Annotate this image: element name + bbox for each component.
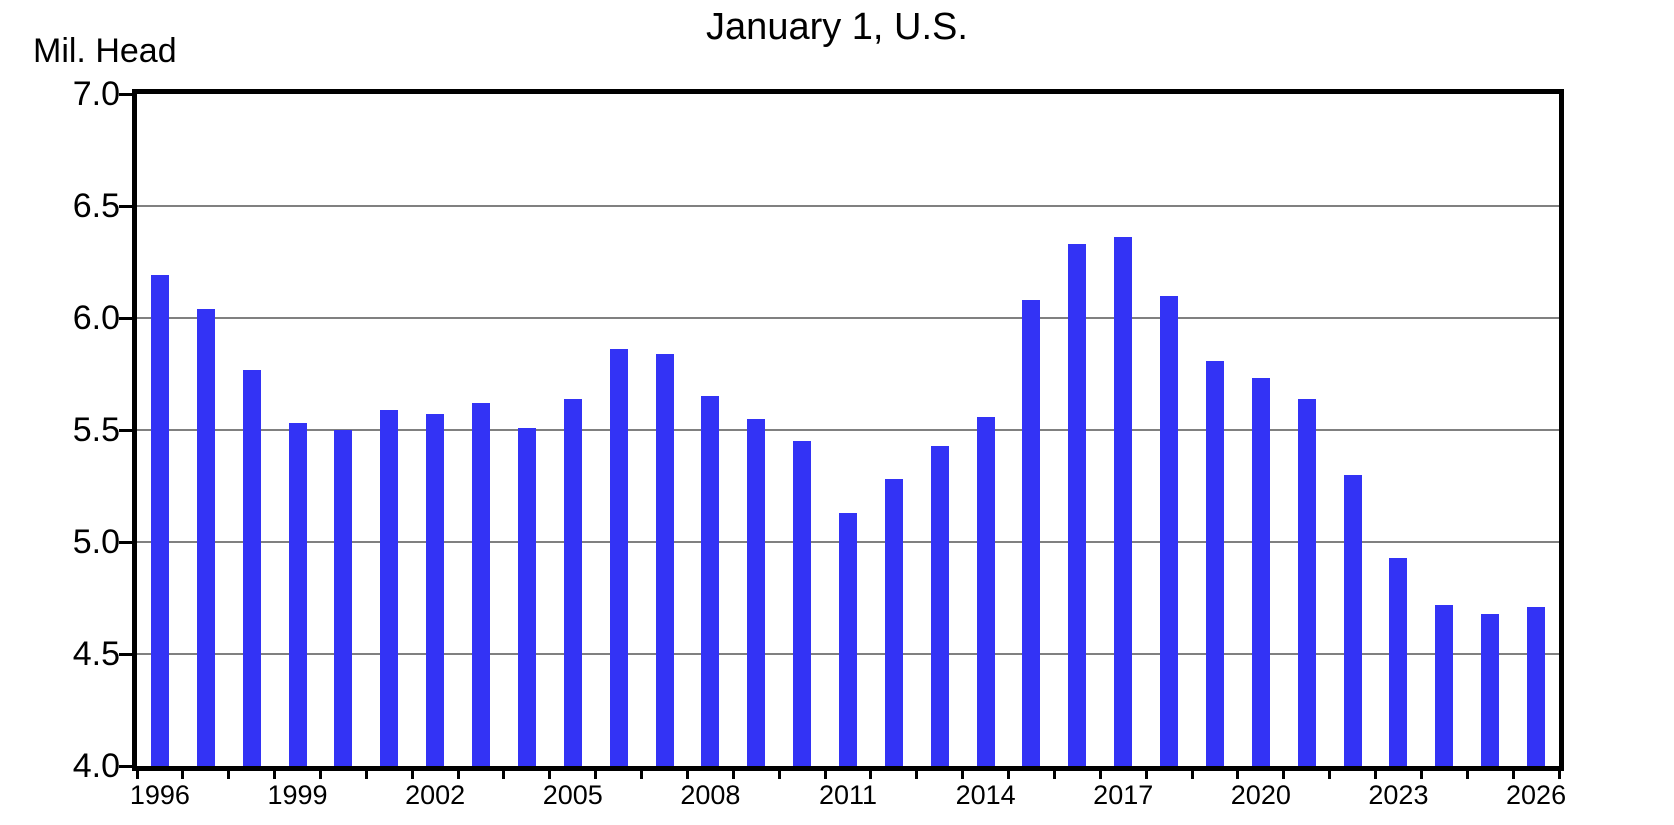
bar bbox=[380, 409, 399, 766]
x-tick-mark bbox=[869, 769, 873, 779]
x-tick-mark bbox=[548, 769, 552, 779]
y-tick-label: 5.5 bbox=[72, 411, 120, 449]
x-tick-mark bbox=[915, 769, 919, 779]
bar bbox=[701, 396, 720, 766]
x-tick-mark bbox=[1098, 769, 1102, 779]
bar bbox=[563, 398, 582, 766]
x-tick-mark bbox=[456, 769, 460, 779]
x-tick-mark bbox=[273, 769, 277, 779]
x-tick-mark bbox=[1190, 769, 1194, 779]
y-tick-label: 5.0 bbox=[72, 523, 120, 561]
x-tick-mark bbox=[731, 769, 735, 779]
chart-title: January 1, U.S. bbox=[706, 6, 968, 48]
bar bbox=[1343, 474, 1362, 766]
y-tick-label: 4.0 bbox=[72, 747, 120, 785]
x-tick-mark bbox=[410, 769, 414, 779]
y-tick-label: 6.5 bbox=[72, 187, 120, 225]
x-tick-label: 1996 bbox=[129, 780, 190, 810]
bar bbox=[1297, 398, 1316, 766]
x-tick-label: 2002 bbox=[405, 780, 466, 810]
y-tick-mark bbox=[119, 540, 137, 544]
x-tick-mark bbox=[685, 769, 689, 779]
x-tick-mark bbox=[1511, 769, 1515, 779]
x-tick-mark bbox=[640, 769, 644, 779]
bar bbox=[426, 414, 445, 766]
bar bbox=[1160, 295, 1179, 766]
x-tick-label: 2011 bbox=[818, 780, 878, 810]
x-tick-mark bbox=[1282, 769, 1286, 779]
x-tick-mark bbox=[961, 769, 965, 779]
bar bbox=[839, 512, 857, 766]
bar bbox=[1481, 613, 1500, 766]
bar bbox=[884, 479, 903, 766]
bar bbox=[1068, 244, 1087, 766]
bar bbox=[930, 445, 949, 766]
x-tick-label: 2026 bbox=[1506, 780, 1567, 810]
x-tick-mark bbox=[502, 769, 506, 779]
bar bbox=[1205, 360, 1224, 766]
y-tick-mark bbox=[119, 428, 137, 432]
x-tick-mark bbox=[1419, 769, 1423, 779]
bar bbox=[334, 430, 353, 766]
x-tick-label: 2008 bbox=[680, 780, 741, 810]
x-tick-mark bbox=[181, 769, 185, 779]
x-tick-label: 2014 bbox=[955, 780, 1016, 810]
x-tick-mark bbox=[777, 769, 781, 779]
bar bbox=[976, 416, 995, 766]
x-tick-mark bbox=[1465, 769, 1469, 779]
bar bbox=[1527, 606, 1546, 766]
x-tick-label: 2005 bbox=[542, 780, 603, 810]
x-tick-mark bbox=[594, 769, 598, 779]
x-tick-mark bbox=[364, 769, 368, 779]
bar bbox=[150, 275, 169, 766]
x-tick-mark bbox=[318, 769, 322, 779]
y-tick-label: 6.0 bbox=[72, 299, 120, 337]
x-tick-mark bbox=[823, 769, 827, 779]
x-tick-mark bbox=[1557, 769, 1561, 779]
y-tick-mark bbox=[119, 316, 137, 320]
x-tick-mark bbox=[1007, 769, 1011, 779]
x-tick-mark bbox=[1144, 769, 1148, 779]
bar bbox=[1114, 237, 1133, 766]
x-tick-label: 2017 bbox=[1093, 780, 1154, 810]
x-tick-mark bbox=[227, 769, 231, 779]
bar bbox=[1251, 378, 1270, 766]
bar bbox=[1022, 300, 1041, 766]
bar bbox=[609, 349, 628, 766]
y-axis-unit-label: Mil. Head bbox=[33, 32, 177, 70]
y-tick-mark bbox=[119, 92, 137, 96]
bar bbox=[655, 353, 674, 766]
y-tick-mark bbox=[119, 204, 137, 208]
gridline bbox=[137, 429, 1559, 431]
y-tick-label: 7.0 bbox=[72, 75, 120, 113]
x-tick-label: 2023 bbox=[1368, 780, 1429, 810]
y-tick-label: 4.5 bbox=[72, 635, 120, 673]
y-tick-mark bbox=[119, 764, 137, 768]
bar bbox=[196, 309, 215, 766]
x-tick-label: 1999 bbox=[267, 780, 328, 810]
y-tick-mark bbox=[119, 652, 137, 656]
bar bbox=[242, 369, 261, 766]
x-tick-mark bbox=[1236, 769, 1240, 779]
bar bbox=[793, 441, 812, 766]
bar bbox=[517, 427, 536, 766]
x-tick-mark bbox=[135, 769, 139, 779]
x-tick-mark bbox=[1328, 769, 1332, 779]
gridline bbox=[137, 205, 1559, 207]
x-tick-mark bbox=[1052, 769, 1056, 779]
bar bbox=[1389, 557, 1408, 766]
gridline bbox=[137, 317, 1559, 319]
bar bbox=[1435, 604, 1454, 766]
x-tick-mark bbox=[1374, 769, 1378, 779]
x-tick-label: 2020 bbox=[1230, 780, 1291, 810]
bar bbox=[747, 418, 766, 766]
bar bbox=[288, 423, 307, 766]
bar bbox=[472, 403, 491, 766]
